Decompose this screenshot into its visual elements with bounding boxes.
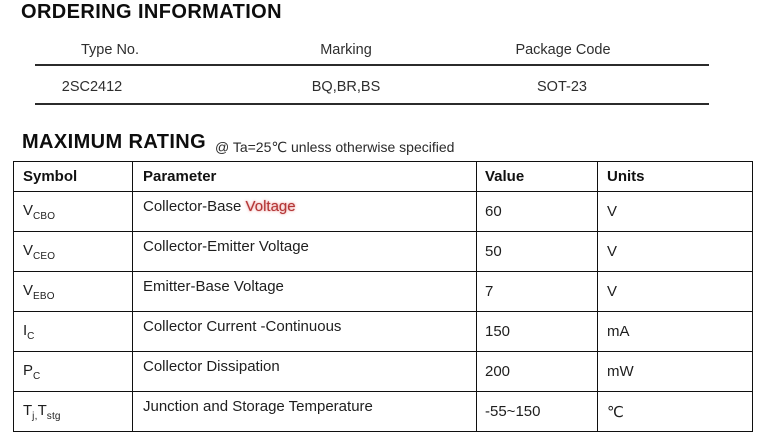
maximum-rating-table: Symbol Parameter Value Units VCBO Collec… <box>13 161 753 432</box>
units-cell: mA <box>597 311 753 352</box>
rating-header-parameter: Parameter <box>132 161 477 192</box>
maximum-rating-title: MAXIMUM RATING <box>22 131 207 153</box>
units-cell: mW <box>597 351 753 392</box>
units-cell: ℃ <box>597 391 753 432</box>
symbol-cell: VEBO <box>13 271 133 312</box>
value-cell: 150 <box>476 311 598 352</box>
units-cell: V <box>597 191 753 232</box>
table-row-pc: PC Collector Dissipation 200 mW <box>13 351 753 392</box>
ordering-col-header-type-no: Type No. <box>80 42 140 58</box>
symbol-cell: VCBO <box>13 191 133 232</box>
ordering-cell-package-code: SOT-23 <box>537 79 587 95</box>
ordering-cell-type-no: 2SC2412 <box>61 79 123 95</box>
ordering-cell-marking: BQ,BR,BS <box>311 79 381 95</box>
rating-header-row: Symbol Parameter Value Units <box>13 161 753 192</box>
maximum-rating-subtitle: @ Ta=25℃ unless otherwise specified <box>215 139 455 155</box>
rating-header-units: Units <box>597 161 753 192</box>
parameter-cell: Junction and Storage Temperature <box>132 391 477 432</box>
ordering-table-rule-bottom <box>35 103 709 105</box>
symbol-cell: Tj,Tstg <box>13 391 133 432</box>
table-row-vebo: VEBO Emitter-Base Voltage 7 V <box>13 271 753 312</box>
value-cell: -55~150 <box>476 391 598 432</box>
rating-header-value: Value <box>476 161 598 192</box>
ordering-col-header-package-code: Package Code <box>515 42 611 58</box>
parameter-cell: Collector-Emitter Voltage <box>132 231 477 272</box>
ordering-information-title: ORDERING INFORMATION <box>21 1 282 23</box>
value-cell: 7 <box>476 271 598 312</box>
ordering-col-header-marking: Marking <box>320 42 372 58</box>
table-row-vcbo: VCBO Collector-Base Voltage 60 V <box>13 191 753 232</box>
symbol-cell: IC <box>13 311 133 352</box>
highlighted-text: Voltage <box>245 198 296 215</box>
parameter-cell: Collector Dissipation <box>132 351 477 392</box>
units-cell: V <box>597 271 753 312</box>
table-row-vceo: VCEO Collector-Emitter Voltage 50 V <box>13 231 753 272</box>
table-row-ic: IC Collector Current -Continuous 150 mA <box>13 311 753 352</box>
value-cell: 200 <box>476 351 598 392</box>
rating-header-symbol: Symbol <box>13 161 133 192</box>
parameter-cell: Collector-Base Voltage <box>132 191 477 232</box>
symbol-cell: PC <box>13 351 133 392</box>
table-row-tj-tstg: Tj,Tstg Junction and Storage Temperature… <box>13 391 753 432</box>
parameter-cell: Emitter-Base Voltage <box>132 271 477 312</box>
value-cell: 60 <box>476 191 598 232</box>
ordering-table-rule-top <box>35 64 709 66</box>
parameter-cell: Collector Current -Continuous <box>132 311 477 352</box>
value-cell: 50 <box>476 231 598 272</box>
units-cell: V <box>597 231 753 272</box>
symbol-cell: VCEO <box>13 231 133 272</box>
